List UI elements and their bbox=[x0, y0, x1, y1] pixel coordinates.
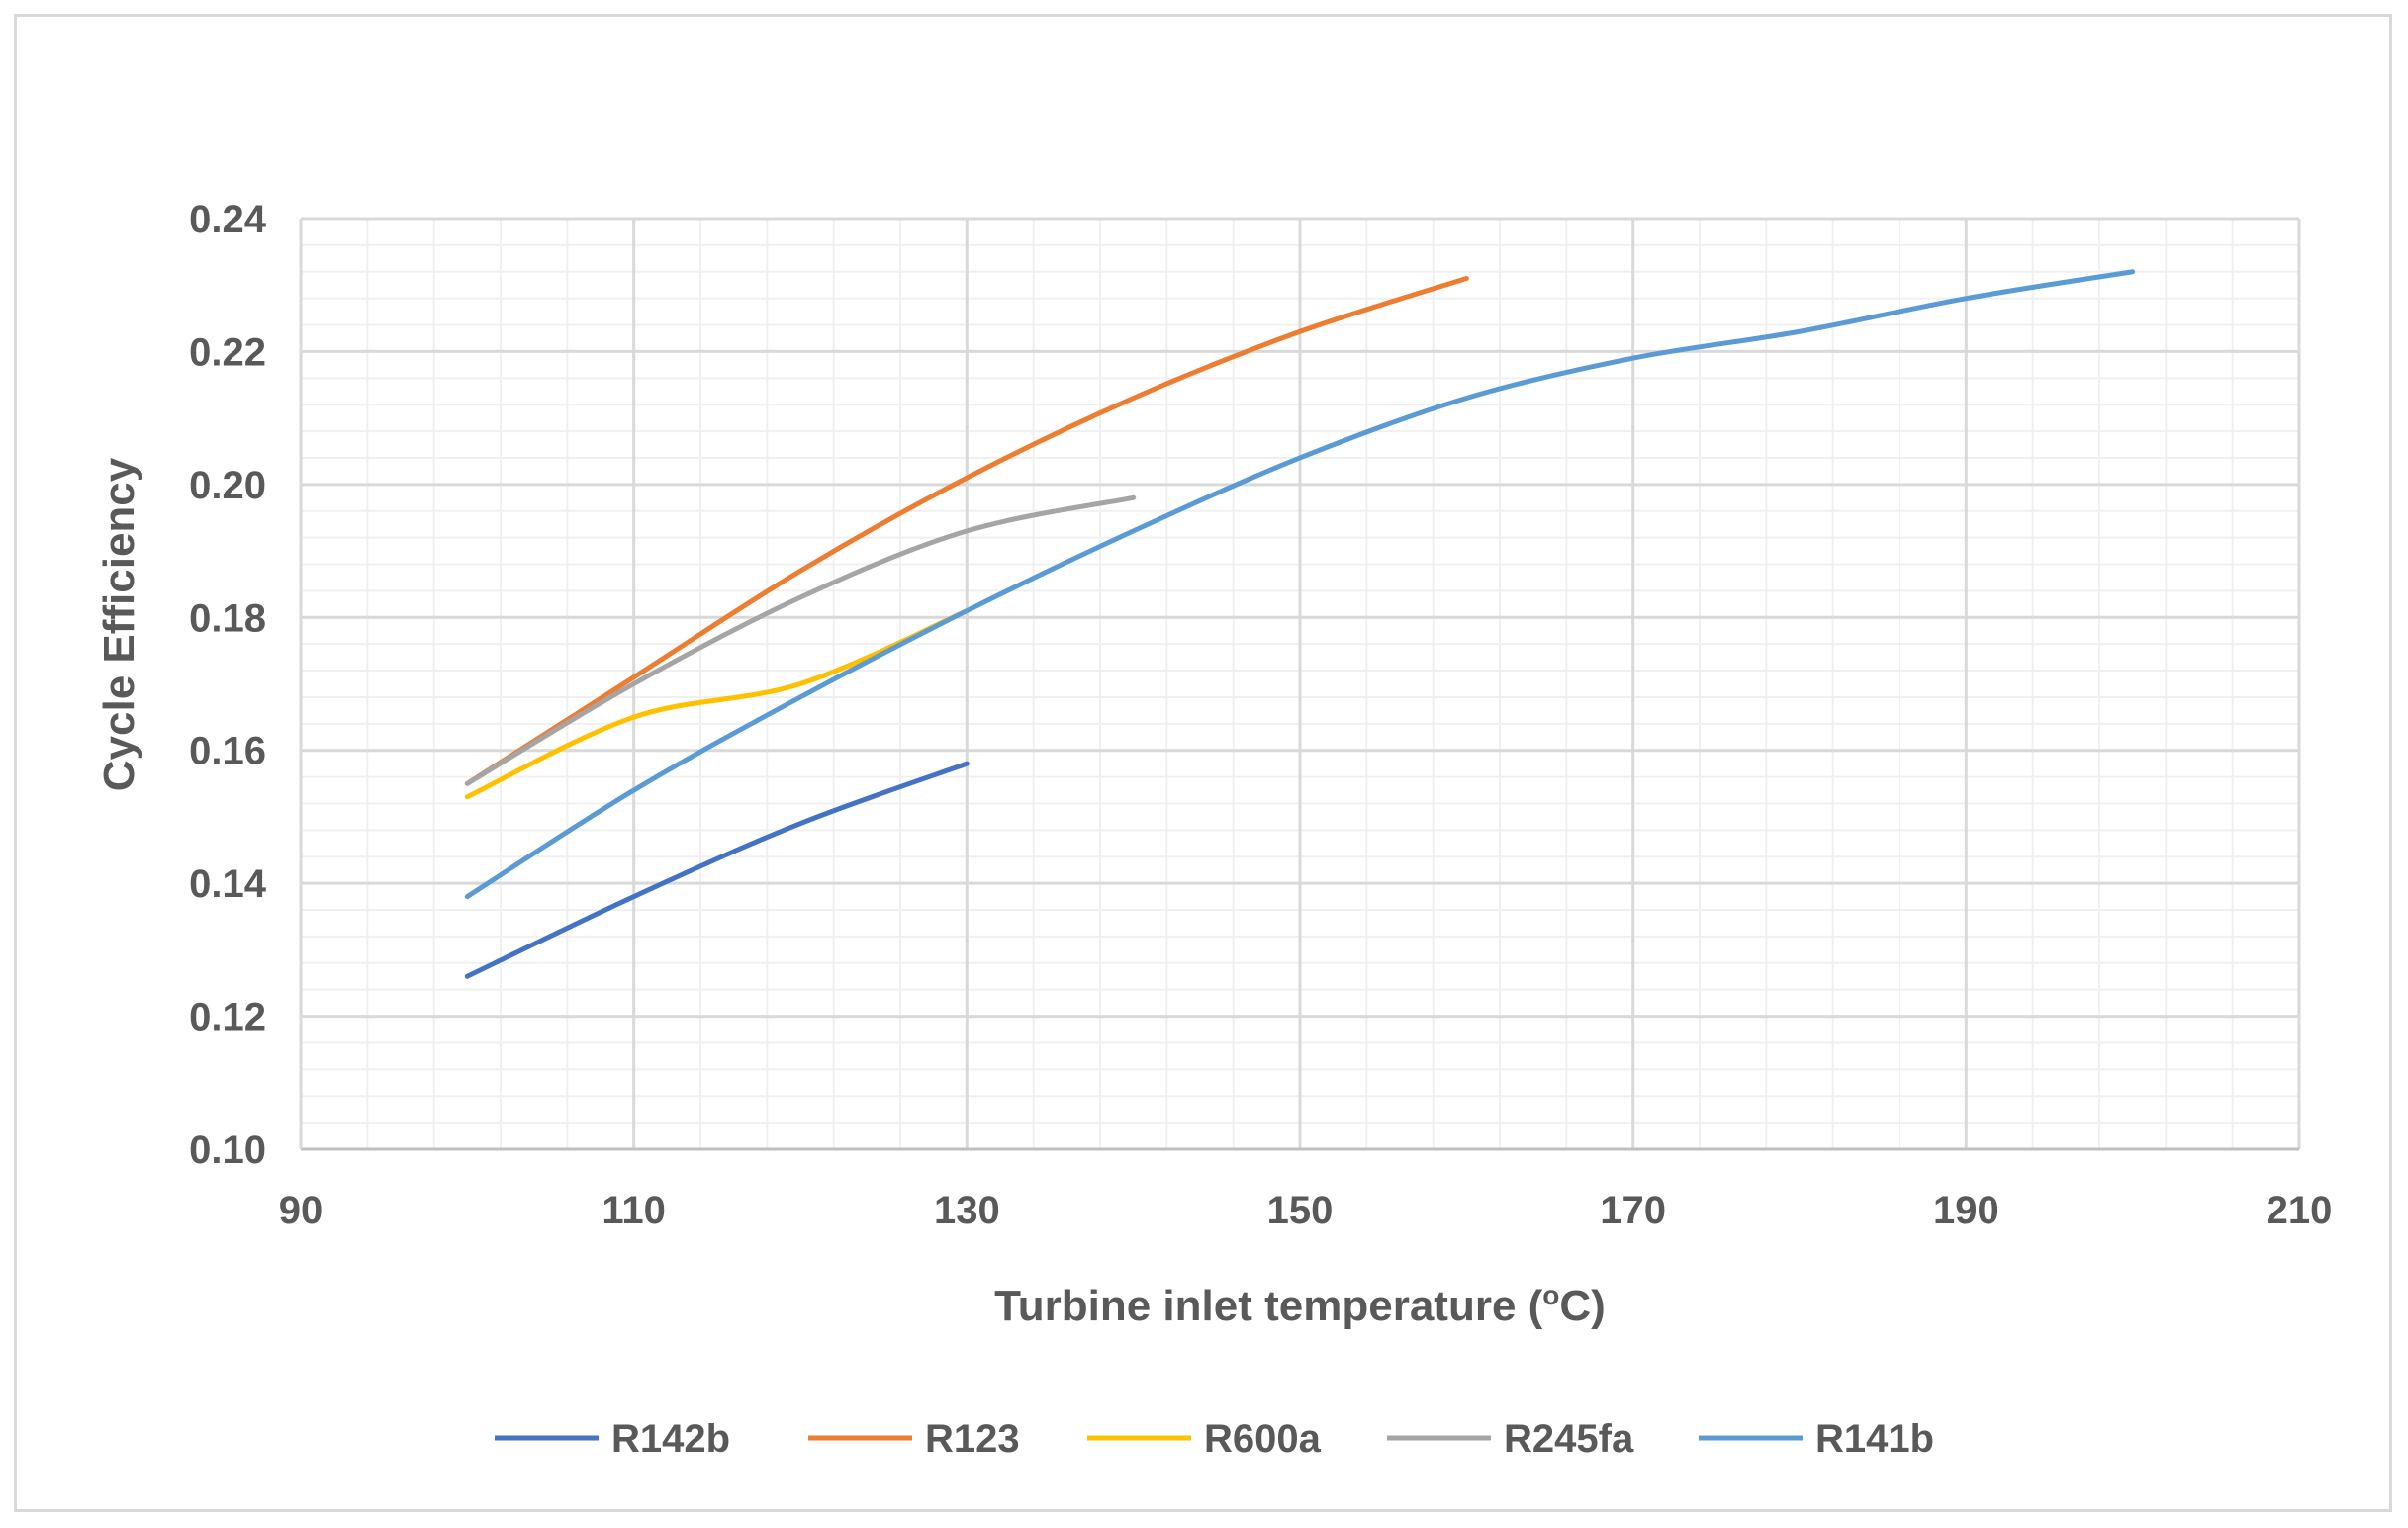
tick-labels: 90 110 130 150 170 190 210 0.10 0.12 0.14 0.16 0.18… bbox=[189, 198, 2332, 1232]
axes bbox=[299, 219, 2299, 1151]
x-tick-label: 210 bbox=[2267, 1189, 2333, 1232]
y-tick-label: 0.18 bbox=[189, 596, 266, 640]
x-tick-label: 170 bbox=[1600, 1189, 1666, 1232]
y-axis-title: Cycle Efficiency bbox=[95, 457, 143, 791]
series-line-r245fa bbox=[464, 494, 1137, 786]
x-tick-label: 110 bbox=[602, 1189, 666, 1232]
legend: R142b R123 R600a R245fa R141b bbox=[495, 1417, 1934, 1461]
legend-label: R123 bbox=[925, 1417, 1020, 1461]
legend-label: R600a bbox=[1204, 1417, 1322, 1461]
legend-item-r141b: R141b bbox=[1699, 1417, 1934, 1461]
y-tick-label: 0.20 bbox=[189, 464, 266, 507]
grid bbox=[299, 217, 2301, 1151]
y-tick-label: 0.22 bbox=[189, 330, 266, 374]
legend-label: R142b bbox=[611, 1417, 730, 1461]
x-tick-label: 130 bbox=[934, 1189, 1000, 1232]
x-tick-label: 190 bbox=[1933, 1189, 1999, 1232]
series-lines bbox=[464, 269, 2136, 979]
line-chart: 90 110 130 150 170 190 210 0.10 0.12 0.14 0.16 0.18… bbox=[95, 198, 2332, 1461]
legend-label: R141b bbox=[1815, 1417, 1934, 1461]
y-tick-label: 0.14 bbox=[189, 862, 267, 906]
series-line-r142b bbox=[464, 761, 970, 979]
series-line-r141b bbox=[464, 269, 2136, 900]
legend-item-r600a: R600a bbox=[1087, 1417, 1322, 1461]
y-tick-label: 0.16 bbox=[189, 730, 266, 773]
y-tick-label: 0.24 bbox=[189, 198, 267, 241]
y-tick-label: 0.10 bbox=[189, 1128, 266, 1172]
legend-item-r245fa: R245fa bbox=[1387, 1417, 1634, 1461]
x-tick-label: 150 bbox=[1267, 1189, 1334, 1232]
y-tick-label: 0.12 bbox=[189, 996, 266, 1039]
x-axis-title: Turbine inlet temperature (oC) bbox=[994, 1280, 1606, 1330]
legend-item-r142b: R142b bbox=[495, 1417, 730, 1461]
chart-frame: 90 110 130 150 170 190 210 0.10 0.12 0.14 0.16 0.18… bbox=[14, 14, 2392, 1512]
series-line-r123 bbox=[464, 275, 1469, 786]
x-tick-label: 90 bbox=[279, 1189, 324, 1232]
legend-item-r123: R123 bbox=[808, 1417, 1020, 1461]
legend-label: R245fa bbox=[1504, 1417, 1634, 1461]
